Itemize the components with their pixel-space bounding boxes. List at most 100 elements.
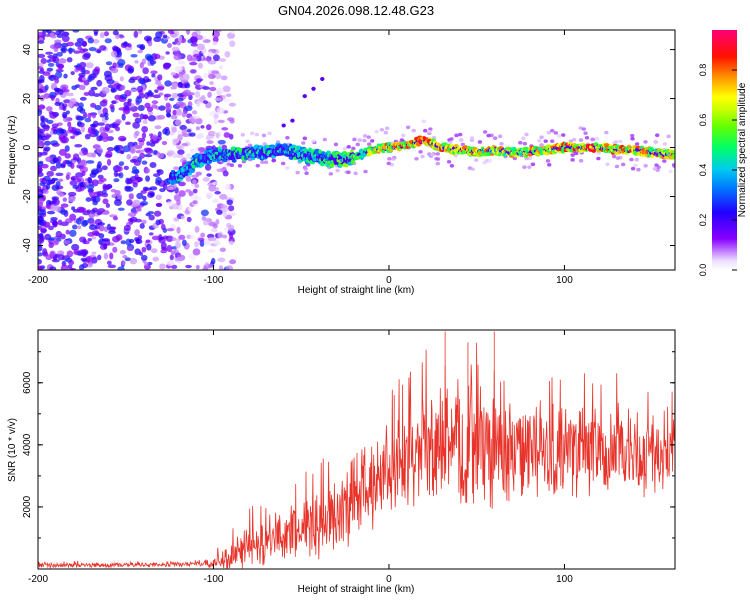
spectrogram-noise-cell — [147, 111, 154, 116]
spectrogram-noise-cell — [162, 63, 170, 70]
spectrogram-noise-cell — [104, 116, 109, 121]
spectrogram-noise-cell — [47, 62, 55, 67]
spectrogram-noise-cell — [172, 83, 178, 88]
spectrogram-noise-cell — [114, 189, 121, 196]
spectrogram-noise-cell — [136, 85, 143, 93]
spectrogram-faint-cell — [311, 139, 316, 143]
spectrogram-faint-cell — [240, 132, 246, 137]
spectrogram-noise-cell — [51, 177, 59, 182]
spectrogram-noise-cell — [167, 150, 175, 155]
spectrogram-noise-cell — [167, 186, 174, 191]
spectrogram-noise-cell — [81, 67, 86, 75]
colorbar-tick-label: 0.4 — [698, 164, 708, 177]
spectrogram-faint-cell — [353, 171, 358, 176]
snr-ylabel: SNR (10 * v/v) — [7, 418, 18, 482]
spectrogram-faint-cell — [672, 164, 675, 169]
spectrogram-noise-cell — [209, 86, 217, 92]
spectrogram-noise-cell — [184, 83, 191, 89]
spectrogram-noise-cell — [177, 129, 183, 135]
spectrogram-noise-cell — [130, 88, 138, 93]
snr-series-line — [38, 342, 675, 569]
spectrogram-noise-cell — [71, 85, 78, 91]
spectrogram-faint-cell — [262, 142, 267, 146]
spectrogram-faint-cell — [245, 139, 250, 144]
spectrogram-noise-cell — [185, 189, 192, 193]
spectrogram-noise-cell — [52, 157, 60, 163]
spectrogram-faint-cell — [383, 130, 389, 135]
spectrogram-noise-cell — [217, 231, 224, 239]
spectrogram-noise-cell — [223, 132, 231, 138]
spectrogram-noise-cell — [166, 228, 175, 232]
spectrogram-noise-cell — [208, 184, 217, 192]
spectrogram-noise-cell — [173, 194, 181, 202]
spectrogram-faint-cell — [449, 137, 454, 141]
spectrogram-noise-cell — [49, 111, 58, 119]
spectrogram-noise-cell — [67, 264, 73, 269]
spectrogram-noise-cell — [169, 131, 175, 136]
spectrogram-noise-cell — [128, 238, 135, 244]
spectrogram-noise-cell — [67, 191, 77, 197]
snr-xtick-label: 0 — [386, 574, 392, 585]
spectrogram-noise-cell — [65, 92, 74, 97]
spectrogram-noise-cell — [157, 114, 166, 120]
spectrogram-noise-cell — [221, 144, 228, 150]
spectrogram-noise-cell — [163, 93, 172, 98]
spectrogram-noise-cell — [220, 204, 228, 209]
spectrogram-faint-cell — [654, 163, 659, 167]
spectrogram-noise-cell — [68, 260, 75, 266]
spectrogram-noise-cell — [218, 65, 224, 70]
spectrogram-noise-cell — [76, 120, 82, 126]
spectrogram-noise-cell — [139, 43, 146, 51]
spectrogram-noise-cell — [40, 121, 46, 128]
spectrogram-noise-cell — [149, 162, 157, 169]
spectrogram-noise-cell — [164, 80, 172, 87]
spectrogram-noise-cell — [80, 125, 86, 133]
spectrogram-noise-cell — [98, 177, 107, 182]
spectrogram-noise-cell — [110, 67, 119, 74]
spectrogram-signal-cell — [231, 159, 237, 163]
spectrogram-noise-cell — [155, 219, 161, 226]
spectrogram-noise-cell — [202, 266, 209, 270]
spectrogram-noise-cell — [127, 212, 137, 217]
spectrogram-noise-cell — [45, 30, 52, 34]
spectrogram-noise-cell — [170, 72, 177, 76]
spectrogram-faint-cell — [255, 163, 260, 168]
spectrogram-noise-cell — [155, 176, 162, 184]
spectrogram-noise-cell — [91, 207, 99, 213]
spectrogram-noise-cell — [151, 235, 160, 241]
spectrogram-noise-cell — [132, 182, 138, 188]
spectrogram-faint-cell — [250, 131, 255, 136]
spectrogram-noise-cell — [84, 117, 92, 123]
spectrogram-faint-cell — [411, 128, 416, 133]
colorbar-gradient — [712, 30, 737, 270]
snr-xlabel: Height of straight line (km) — [298, 584, 415, 595]
spectrogram-faint-cell — [605, 162, 610, 167]
spectrogram-noise-cell — [79, 166, 89, 173]
spectrogram-noise-cell — [118, 107, 127, 111]
spectrogram-noise-cell — [51, 142, 60, 147]
spectrogram-noise-cell — [55, 30, 61, 36]
spectrogram-noise-cell — [105, 61, 113, 66]
spectrogram-noise-cell — [45, 134, 50, 140]
spectrogram-noise-cell — [65, 174, 70, 180]
spectrogram-noise-cell — [152, 256, 160, 262]
spectrogram-noise-cell — [60, 84, 69, 90]
spectrogram-faint-cell — [473, 158, 479, 162]
spectrogram-faint-cell — [449, 164, 455, 168]
spectrogram-noise-cell — [177, 35, 183, 43]
spectrogram-noise-cell — [181, 91, 188, 96]
spectrogram-noise-cell — [173, 249, 179, 254]
spectrogram-noise-cell — [46, 67, 54, 72]
spectrogram-noise-cell — [118, 34, 125, 39]
spectrogram-faint-cell — [581, 127, 587, 131]
spectrogram-noise-cell — [136, 192, 144, 200]
spectrogram-faint-cell — [652, 167, 658, 171]
spectrogram-noise-cell — [176, 41, 181, 46]
spectrogram-faint-cell — [352, 137, 357, 142]
spectrogram-noise-cell — [96, 79, 103, 87]
spectrogram-noise-cell — [152, 94, 161, 99]
spectrogram-faint-cell — [362, 138, 367, 143]
spectrogram-noise-cell — [150, 248, 158, 254]
spectrogram-noise-cell — [189, 61, 198, 66]
spectrogram-noise-cell — [81, 220, 88, 227]
